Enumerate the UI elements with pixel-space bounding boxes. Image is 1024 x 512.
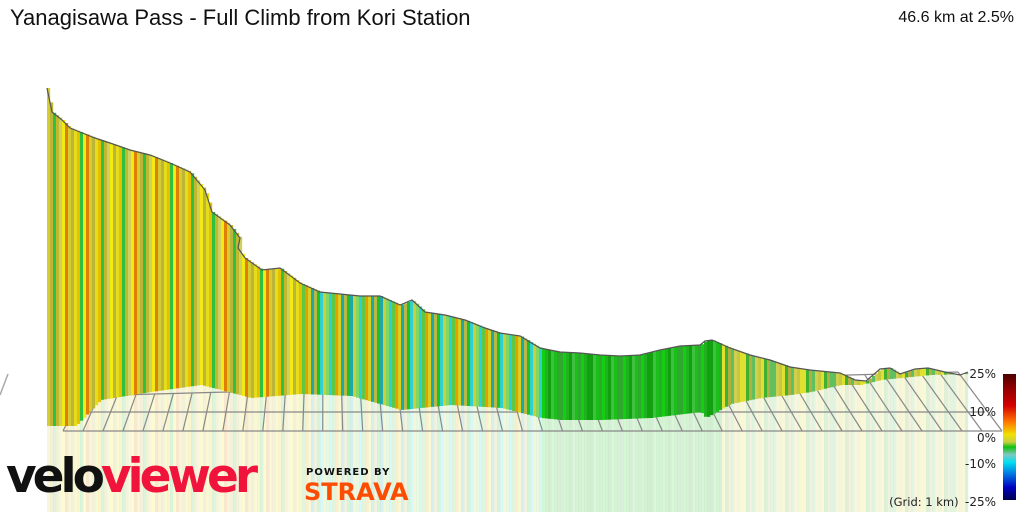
grid-note: (Grid: 1 km) -25% (889, 495, 959, 509)
scale-label: -10% (964, 457, 996, 471)
scale-label: -25% (964, 495, 996, 509)
scale-label: 25% (969, 367, 996, 381)
scale-label: 0% (976, 431, 996, 445)
gradient-color-bar (1003, 374, 1016, 500)
scale-label: 10% (969, 405, 996, 419)
profile-top-edge (46, 87, 969, 382)
veloviewer-logo[interactable]: veloviewer (6, 449, 258, 504)
climb-summary: 46.6 km at 2.5% (898, 9, 1014, 26)
elevation-wall (47, 88, 969, 427)
axis-stub (0, 373, 9, 396)
profile-reflection (47, 374, 969, 512)
powered-by-label: POWERED BY (306, 467, 391, 478)
strava-logo[interactable]: STRAVA (304, 478, 409, 506)
page-title: Yanagisawa Pass - Full Climb from Kori S… (10, 5, 471, 30)
